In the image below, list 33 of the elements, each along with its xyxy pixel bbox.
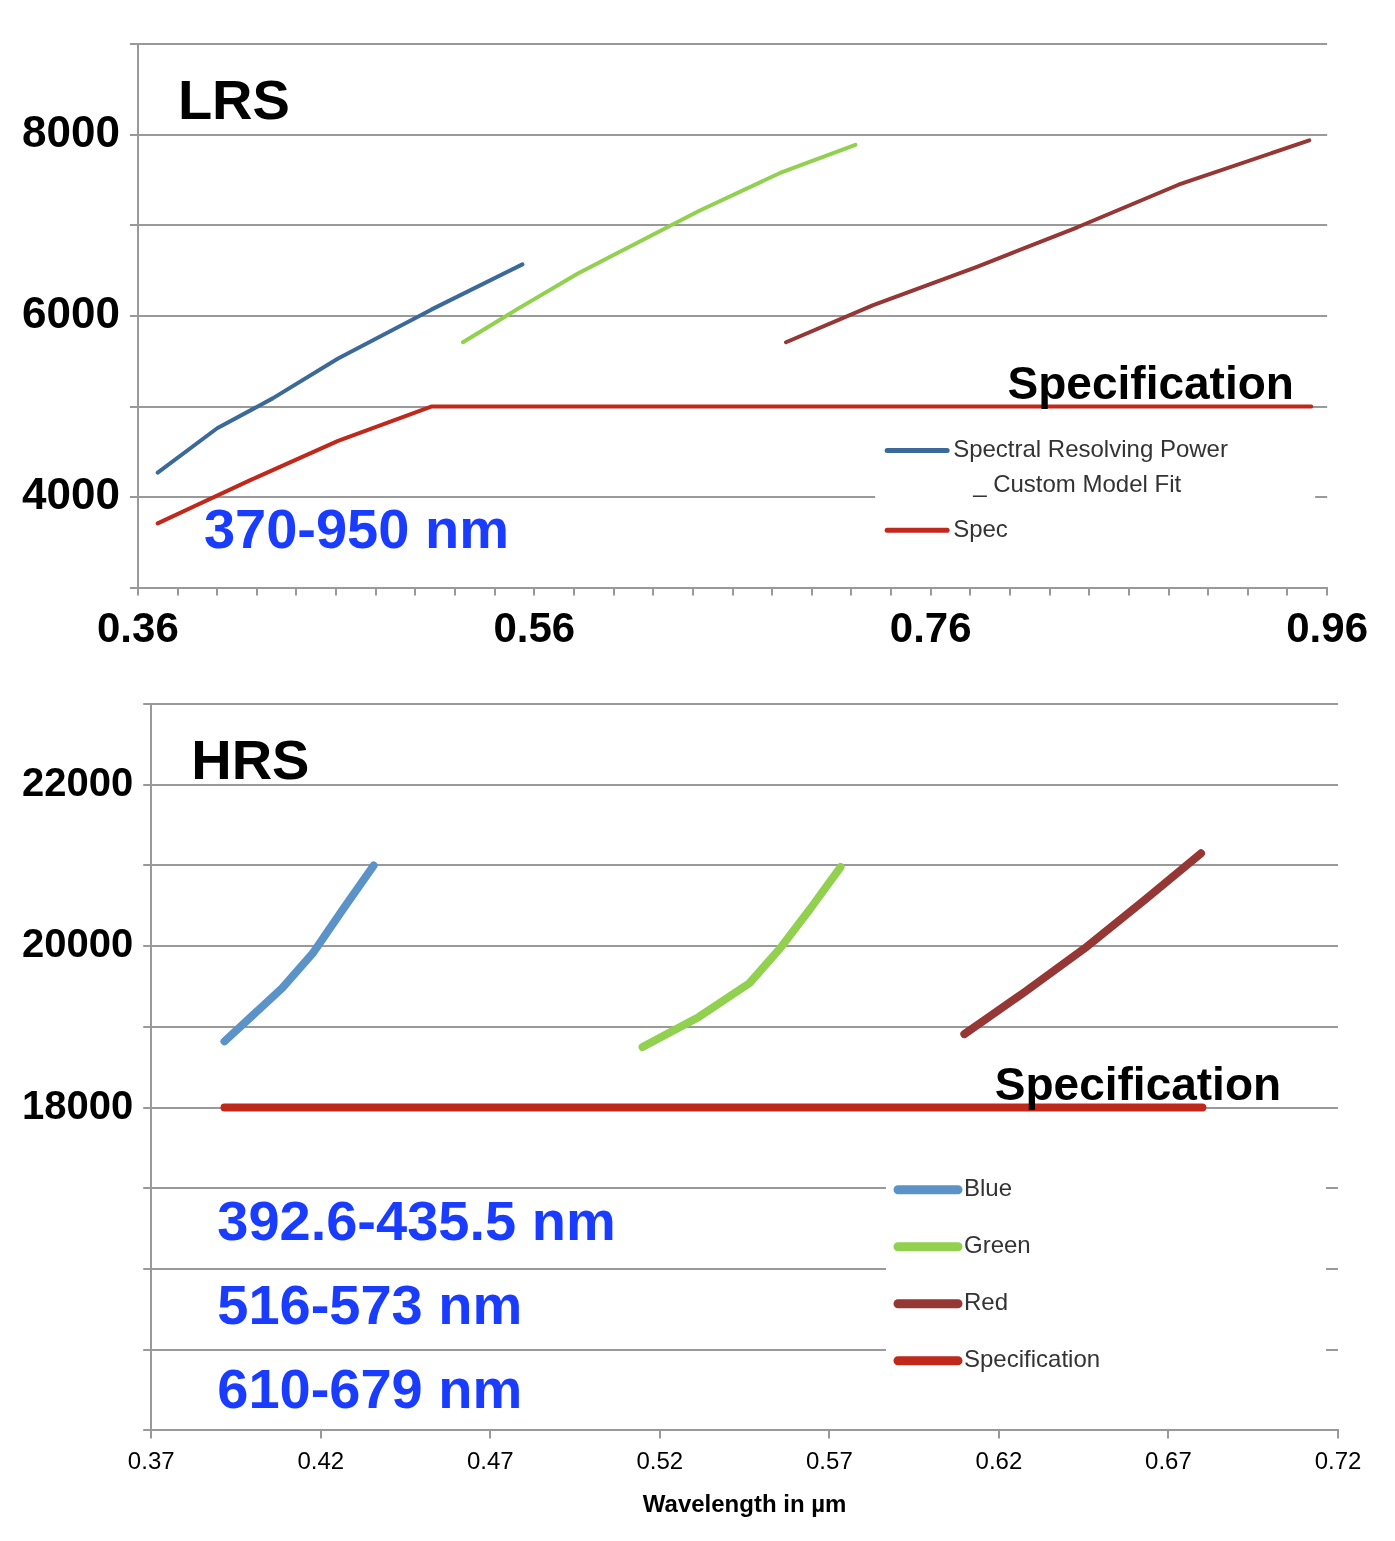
x-tick-label: 0.42 <box>297 1447 345 1475</box>
y-tick-label: 6000 <box>21 288 120 338</box>
x-axis-title: Wavelength in µm <box>642 1490 847 1518</box>
legend-label: Spec <box>953 514 1008 542</box>
chart-title: LRS <box>177 68 290 132</box>
x-tick-label: 0.36 <box>97 604 179 652</box>
annotation: Specification <box>1007 356 1294 409</box>
legend-label: Specification <box>964 1345 1101 1373</box>
legend-label: Blue <box>964 1174 1013 1202</box>
y-tick-label: 8000 <box>21 107 120 157</box>
legend-label: Green <box>964 1231 1031 1259</box>
y-tick-label: 20000 <box>22 921 134 966</box>
x-tick-label: 0.56 <box>493 604 576 652</box>
annotation: 370-950 nm <box>203 497 509 561</box>
x-tick-label: 0.57 <box>806 1447 853 1475</box>
x-tick-label: 0.72 <box>1314 1447 1362 1475</box>
x-tick-label: 0.52 <box>636 1447 684 1475</box>
chart-title: HRS <box>191 728 310 791</box>
legend-label: Red <box>964 1288 1009 1316</box>
x-tick-label: 0.47 <box>466 1447 514 1475</box>
x-tick-label: 0.37 <box>127 1447 175 1475</box>
y-tick-label: 4000 <box>21 469 120 519</box>
legend-label: Spectral Resolving Power _ Custom Model Fit <box>953 435 1228 498</box>
y-tick-label: 22000 <box>22 759 134 804</box>
x-tick-label: 0.67 <box>1145 1447 1192 1475</box>
annotation: 516-573 nm <box>217 1272 523 1336</box>
x-tick-label: 0.96 <box>1286 604 1368 652</box>
y-tick-label: 18000 <box>22 1082 134 1127</box>
x-tick-label: 0.76 <box>889 604 972 652</box>
x-tick-label: 0.62 <box>975 1447 1023 1475</box>
annotation: 610-679 nm <box>217 1356 523 1420</box>
annotation: 392.6-435.5 nm <box>217 1188 616 1252</box>
annotation: Specification <box>994 1057 1282 1110</box>
